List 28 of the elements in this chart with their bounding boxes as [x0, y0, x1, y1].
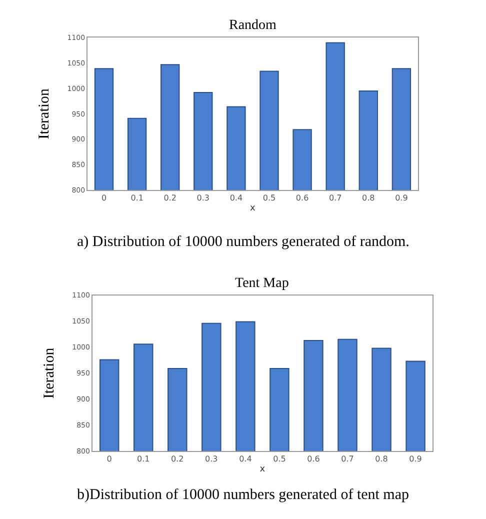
x-tick-label: 0.5 — [273, 454, 286, 464]
x-axis-title: x — [250, 203, 256, 214]
chart-title: Random — [229, 18, 277, 33]
x-tick-label: 0.2 — [164, 194, 176, 203]
x-tick-label: 0.3 — [196, 194, 210, 203]
x-tick-label: 0.9 — [409, 454, 422, 464]
x-tick-label: 0.3 — [205, 454, 218, 464]
text: a) Distribution of 10000 numbers generated of random. — [77, 234, 410, 250]
x-tick-label: 0.2 — [171, 454, 184, 464]
x-tick-label: 0 — [106, 454, 112, 464]
x-tick-label: 0 — [101, 194, 107, 203]
x-tick-label: 0.5 — [262, 194, 276, 203]
y-axis-title: Iteration — [36, 88, 52, 140]
x-tick-label: 0.6 — [296, 194, 309, 203]
x-tick-label: 0.8 — [375, 454, 388, 464]
x-tick-label: 0.1 — [130, 194, 144, 203]
y-axis-title: Iteration — [41, 347, 58, 399]
x-tick-label: 0.9 — [395, 194, 408, 203]
x-tick-label: 0.7 — [328, 194, 342, 203]
x-tick-label: 0.4 — [239, 454, 252, 464]
x-axis-title: x — [260, 464, 266, 475]
x-tick-label: 0.7 — [341, 454, 354, 464]
chart-title: Tent Map — [235, 276, 289, 291]
x-tick-label: 0.1 — [137, 454, 150, 464]
text: b)Distribution of 10000 numbers generated of tent map — [77, 487, 410, 503]
x-tick-label: 0.8 — [362, 194, 375, 203]
x-tick-label: 0.4 — [230, 194, 243, 203]
x-tick-label: 0.6 — [307, 454, 320, 464]
